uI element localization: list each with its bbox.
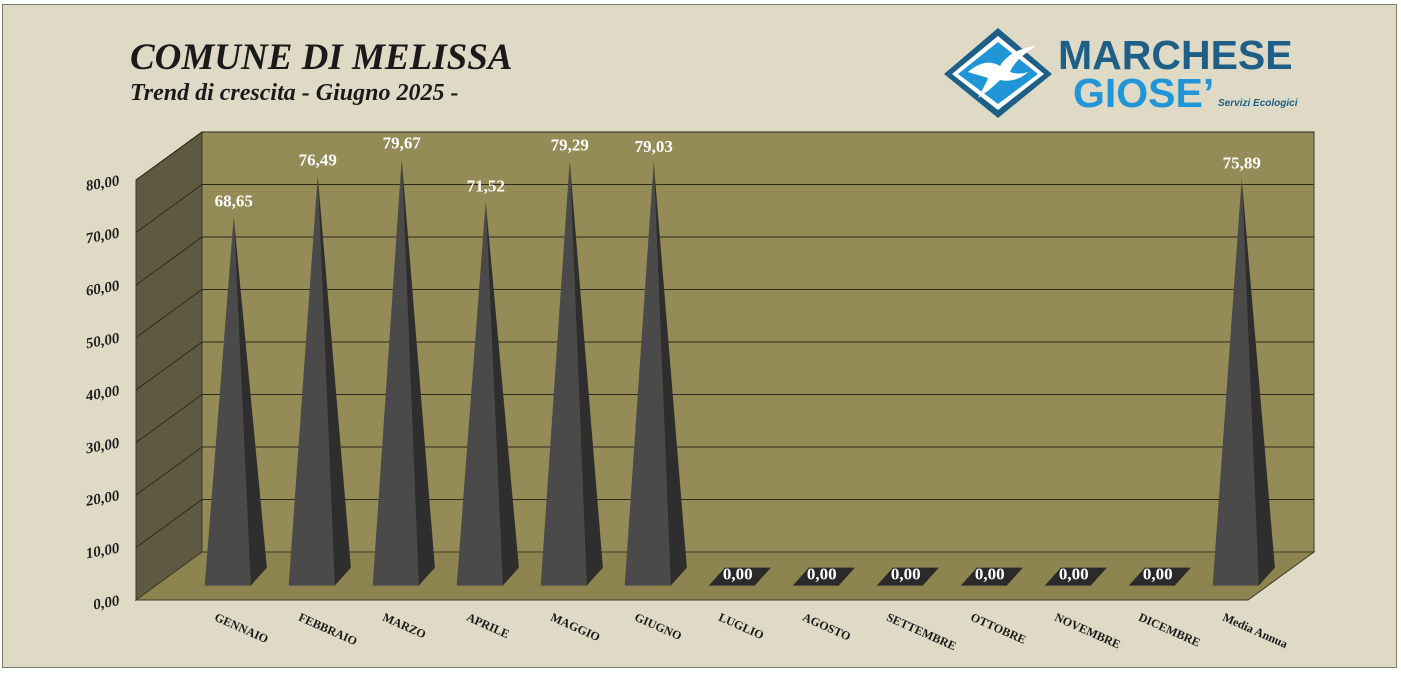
- gridline-side: [135, 446, 203, 496]
- pyramid-side: [233, 216, 267, 586]
- pyramid-side: [653, 162, 687, 586]
- gridline-side: [135, 499, 203, 548]
- x-tick-label: APRILE: [464, 610, 511, 641]
- pyramid-front: [204, 216, 251, 586]
- data-label: 0,00: [891, 565, 921, 584]
- x-tick-label: LUGLIO: [716, 610, 766, 642]
- x-tick-label: MAGGIO: [548, 610, 602, 644]
- x-tick-label: FEBBRAIO: [296, 610, 359, 648]
- data-label: 79,29: [551, 136, 589, 155]
- pyramid-side: [485, 201, 519, 586]
- chart-marks: [204, 158, 1275, 586]
- chart-title: COMUNE DI MELISSA: [130, 37, 513, 78]
- data-label: 75,89: [1223, 154, 1261, 173]
- pyramid-side: [569, 160, 603, 586]
- y-tick-label: 70,00: [85, 226, 122, 248]
- data-label: 0,00: [1143, 565, 1173, 584]
- pyramid-flat: [792, 567, 855, 586]
- pyramid-side: [317, 175, 351, 586]
- y-tick-label: 50,00: [85, 331, 122, 353]
- data-label: 0,00: [1059, 565, 1089, 584]
- gridline-side: [135, 341, 203, 391]
- x-tick-label: GIUGNO: [632, 610, 683, 643]
- x-tick-label: Media Annua: [1220, 610, 1289, 651]
- data-label: 0,00: [807, 565, 837, 584]
- company-logo: MARCHESE GIOSE’ Servizi Ecologici: [940, 26, 1320, 121]
- y-tick-label: 20,00: [84, 488, 121, 510]
- y-tick-label: 0,00: [92, 593, 121, 613]
- x-axis-ticks: GENNAIO FEBBRAIO MARZO APRILE MAGGIO GIUGNO LU…: [212, 610, 1289, 653]
- y-tick-label: 10,00: [85, 541, 122, 563]
- gridline-side: [135, 394, 203, 443]
- data-label: 79,03: [635, 137, 673, 156]
- pyramid-front: [540, 160, 587, 586]
- x-tick-label: DICEMBRE: [1136, 610, 1202, 650]
- data-label: 0,00: [723, 565, 753, 584]
- pyramid-side: [1241, 178, 1275, 586]
- pyramid-flat: [1128, 567, 1191, 586]
- data-label: 79,67: [383, 134, 422, 153]
- x-tick-label: NOVEMBRE: [1052, 610, 1122, 652]
- data-label: 68,65: [215, 192, 253, 211]
- x-tick-label: SETTEMBRE: [884, 610, 958, 653]
- gridline-side: [135, 289, 203, 338]
- pyramid-flat: [876, 567, 939, 586]
- x-tick-label: GENNAIO: [212, 610, 270, 646]
- pyramid-front: [372, 158, 419, 586]
- x-tick-label: AGOSTO: [800, 610, 852, 644]
- data-label: 71,52: [467, 176, 505, 195]
- y-tick-label: 60,00: [85, 278, 122, 300]
- gridline-side: [135, 131, 203, 181]
- logo-tagline: Servizi Ecologici: [1218, 98, 1298, 109]
- y-axis-ticks: 0,00 10,00 20,00 30,00 40,00 50,00 60,00 70,00 8…: [84, 173, 121, 613]
- pyramid-front: [624, 162, 671, 586]
- pyramid-flat: [960, 567, 1023, 586]
- pyramid-front: [456, 201, 503, 586]
- pyramid-front: [1212, 178, 1259, 586]
- pyramid-flat: [708, 567, 771, 586]
- x-tick-label: MARZO: [380, 610, 428, 641]
- y-tick-label: 40,00: [84, 383, 121, 405]
- data-label: 0,00: [975, 565, 1005, 584]
- pyramid-flat: [1044, 567, 1107, 586]
- seagull-diamond-icon: [944, 28, 1052, 118]
- chart-subtitle: Trend di crescita - Giugno 2025 -: [130, 80, 459, 106]
- pyramid-side: [401, 158, 435, 586]
- y-tick-label: 80,00: [85, 173, 122, 195]
- logo-line-1: MARCHESE: [1058, 32, 1293, 78]
- gridline-side: [135, 184, 203, 233]
- pyramid-front: [288, 175, 335, 586]
- data-label: 76,49: [299, 150, 337, 169]
- gridline-side: [135, 236, 203, 286]
- x-tick-label: OTTOBRE: [968, 610, 1028, 647]
- data-labels: 68,65 76,49 79,67 71,52 79,29 79,03 0,00 0,00 0,…: [215, 134, 1261, 584]
- y-tick-label: 30,00: [84, 436, 121, 458]
- logo-line-2: GIOSE’: [1073, 70, 1215, 116]
